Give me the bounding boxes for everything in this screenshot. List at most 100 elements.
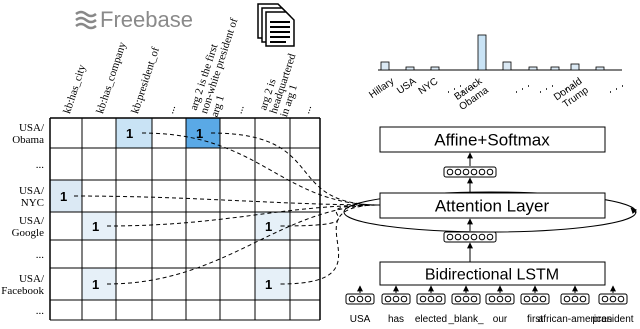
attention-link [106,204,381,285]
model-box-label: Attention Layer [435,197,550,216]
attention-link [210,132,381,206]
vector-unit [454,168,462,176]
ellipsis-dots [462,85,475,93]
input-word: president [592,314,633,325]
cell-fill [116,118,152,148]
ellipsis-dots [540,85,553,93]
vector-unit [617,295,625,303]
attention-word-line: Hillary [367,76,396,101]
cell-value: 1 [126,126,133,141]
row-label-line: Obama [12,134,44,146]
cell-value: 1 [92,277,99,292]
model-box-label: Bidirectional LSTM [425,267,559,284]
attention-word-line: USA [395,76,418,97]
column-label: kb:president_of [129,45,162,115]
column-label-line: ... [233,103,247,115]
column-label: kb:has_city [61,63,88,115]
model-box [379,261,606,286]
vector-unit [609,295,617,303]
row-label: ... [36,159,45,171]
vector-unit [446,233,454,241]
cell-value: 1 [265,219,272,234]
attention-word-line: NYC [417,76,441,97]
attention-bar [528,66,538,71]
vector-unit [571,295,579,303]
column-label: kb:has_company [94,40,129,115]
column-label: ... [233,103,247,115]
attention-word: DonaldTrump [552,76,591,112]
vector-unit [478,233,486,241]
vector-unit [454,233,462,241]
vector-unit [427,295,435,303]
loop-arrow [630,207,637,214]
attention-link [280,204,381,285]
row-label-line: USA/ [19,122,45,134]
freebase-logo: Freebase [75,7,193,32]
input-word: elected [415,314,447,325]
model-box [379,192,606,219]
attention-bar [550,66,560,71]
attention-link [106,204,381,227]
column-label-line: kb:president_of [129,45,162,115]
column-label: arg 2 is the firstnon-white president of… [188,13,251,119]
attention-bar [595,66,605,71]
row-label: USA/Obama [12,122,45,146]
row-label-line: ... [36,159,45,171]
ellipsis-dots [560,85,573,93]
cell-value: 1 [60,189,67,204]
attention-word: NYC [417,76,441,97]
vector-unit [539,295,547,303]
model-box [379,126,606,153]
row-label: USA/Google [12,215,45,239]
attention-bar [430,66,440,71]
column-label-line: ... [164,103,178,115]
attention-link [141,132,381,206]
cell-value: 1 [265,277,272,292]
vector-unit [601,295,609,303]
vector-unit [400,295,408,303]
column-label-line: kb:has_company [94,40,129,115]
attention-bar [570,63,580,71]
vector-unit [531,295,539,303]
vector-unit [419,295,427,303]
row-label: ... [36,249,45,261]
attention-bar [477,34,487,71]
row-label-line: Google [12,227,45,239]
ellipsis-dots [610,85,623,93]
vector-unit [384,295,392,303]
row-label-line: USA/ [19,215,45,227]
row-label-line: USA/ [19,185,45,197]
column-label-line: ... [300,103,314,115]
vector-unit [435,295,443,303]
row-label: USA/Facebook [1,273,45,297]
cell-fill [255,212,290,240]
input-word: our [493,314,508,325]
input-word: african-american [538,314,612,325]
vector-unit [356,295,364,303]
vector-unit [504,295,512,303]
vector-unit [348,295,356,303]
attention-word: BarackObama [451,75,491,112]
row-label-line: ... [36,249,45,261]
ellipsis-dots [448,85,461,93]
cell-value: 1 [196,126,203,141]
attention-link [280,204,381,227]
row-label: USA/NYC [19,185,45,209]
vector-unit [563,295,571,303]
attention-link [73,195,381,206]
column-label: ... [164,103,178,115]
vector-unit [462,295,470,303]
cell-value: 1 [92,219,99,234]
vector-unit [496,295,504,303]
vector-unit [470,233,478,241]
row-label-line: ... [36,305,45,317]
vector-unit [470,168,478,176]
input-word: USA [350,314,371,325]
vector-unit [486,168,494,176]
cell-fill [255,268,290,300]
attention-bar [380,61,390,71]
vector-unit [470,295,478,303]
input-word: first [527,314,543,325]
row-label-line: USA/ [19,273,45,285]
